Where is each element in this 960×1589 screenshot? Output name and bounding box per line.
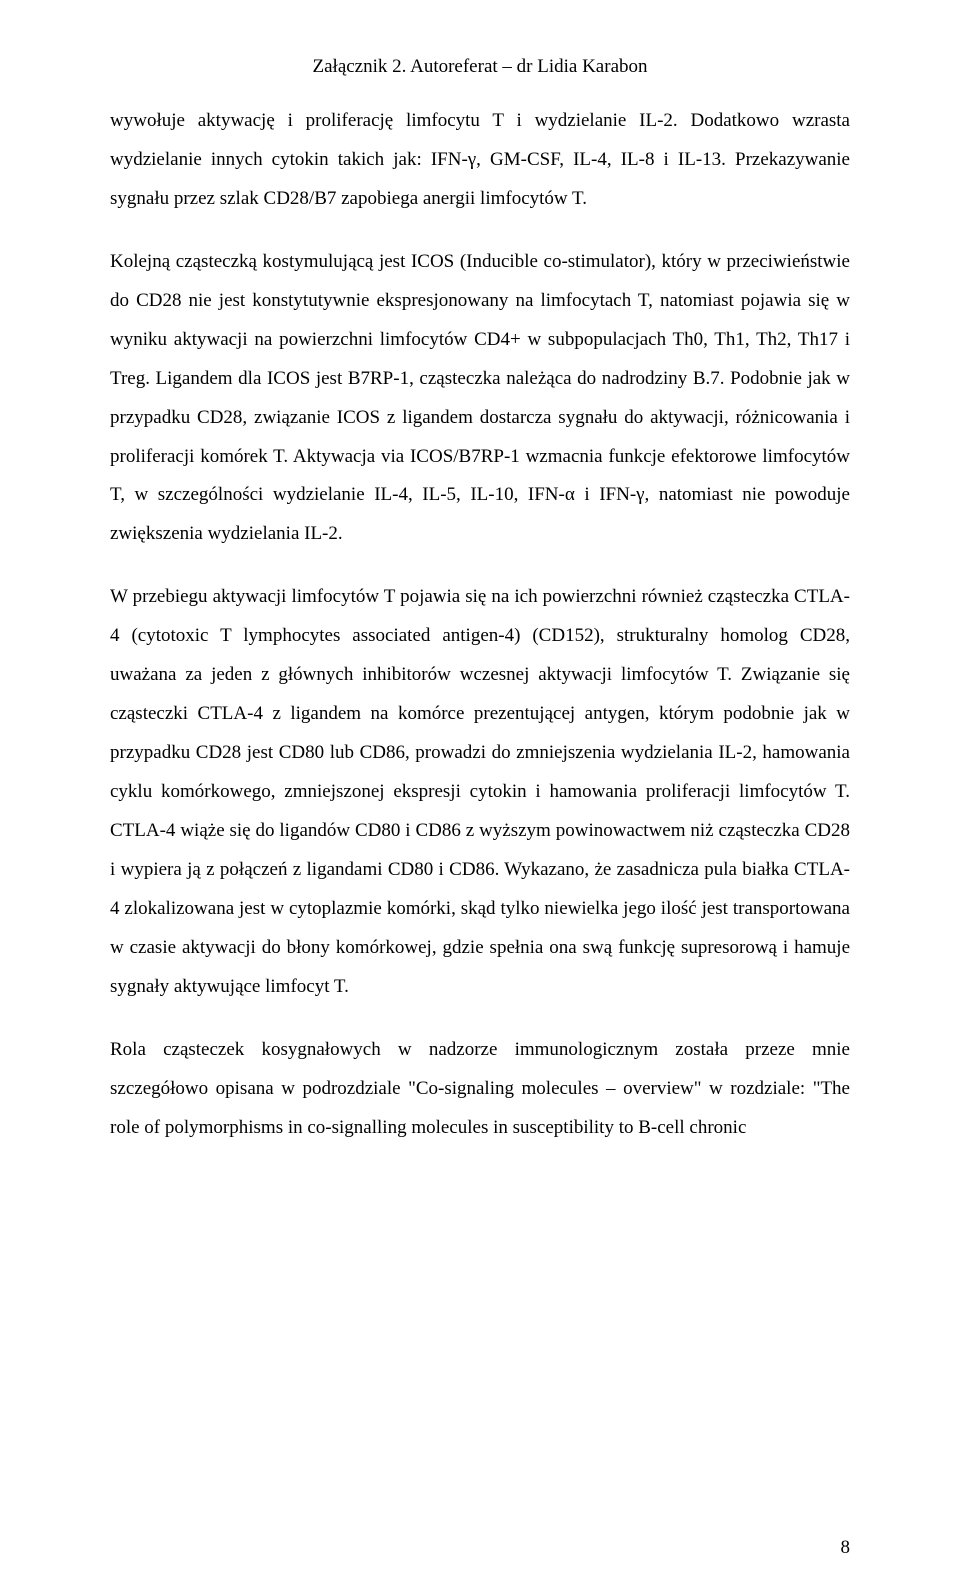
paragraph-2: Kolejną cząsteczką kostymulującą jest IC… (110, 243, 850, 555)
paragraph-4: Rola cząsteczek kosygnałowych w nadzorze… (110, 1031, 850, 1148)
page-number: 8 (841, 1537, 851, 1559)
paragraph-1: wywołuje aktywację i proliferację limfoc… (110, 102, 850, 219)
paragraph-3: W przebiegu aktywacji limfocytów T pojaw… (110, 578, 850, 1006)
page-container: Załącznik 2. Autoreferat – dr Lidia Kara… (0, 0, 960, 1589)
page-header: Załącznik 2. Autoreferat – dr Lidia Kara… (110, 56, 850, 78)
